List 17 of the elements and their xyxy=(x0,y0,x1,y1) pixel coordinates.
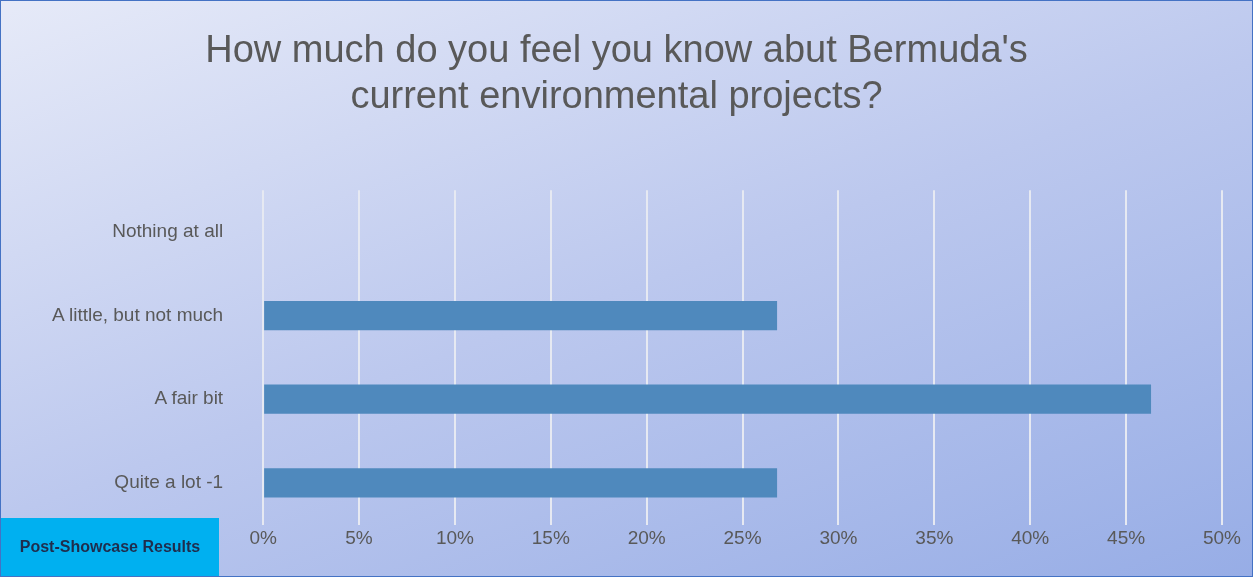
x-tick-label: 50% xyxy=(1202,527,1242,549)
x-tick-label: 45% xyxy=(1107,527,1146,549)
x-tick-label: 10% xyxy=(435,527,475,549)
x-tick-label: 30% xyxy=(819,527,858,549)
x-tick-label: 15% xyxy=(531,527,570,549)
text: Post-Showcase Results xyxy=(1,518,219,576)
x-tick-label: 5% xyxy=(345,527,373,549)
y-tick-label: A fair bit xyxy=(154,387,224,409)
chart-title: How much do you feel you know abut Bermuda's current environmental projects? xyxy=(205,28,1028,116)
x-tick-label: 35% xyxy=(915,527,954,549)
y-tick-label: Quite a lot -1 xyxy=(114,471,224,493)
x-tick-label: 40% xyxy=(1011,527,1050,549)
x-tick-label: 25% xyxy=(723,527,762,549)
x-tick-label: 0% xyxy=(249,527,277,549)
y-tick-label: Nothing at all xyxy=(112,220,224,242)
x-tick-label: 20% xyxy=(627,527,666,549)
y-tick-label: A little, but not much xyxy=(52,303,224,325)
